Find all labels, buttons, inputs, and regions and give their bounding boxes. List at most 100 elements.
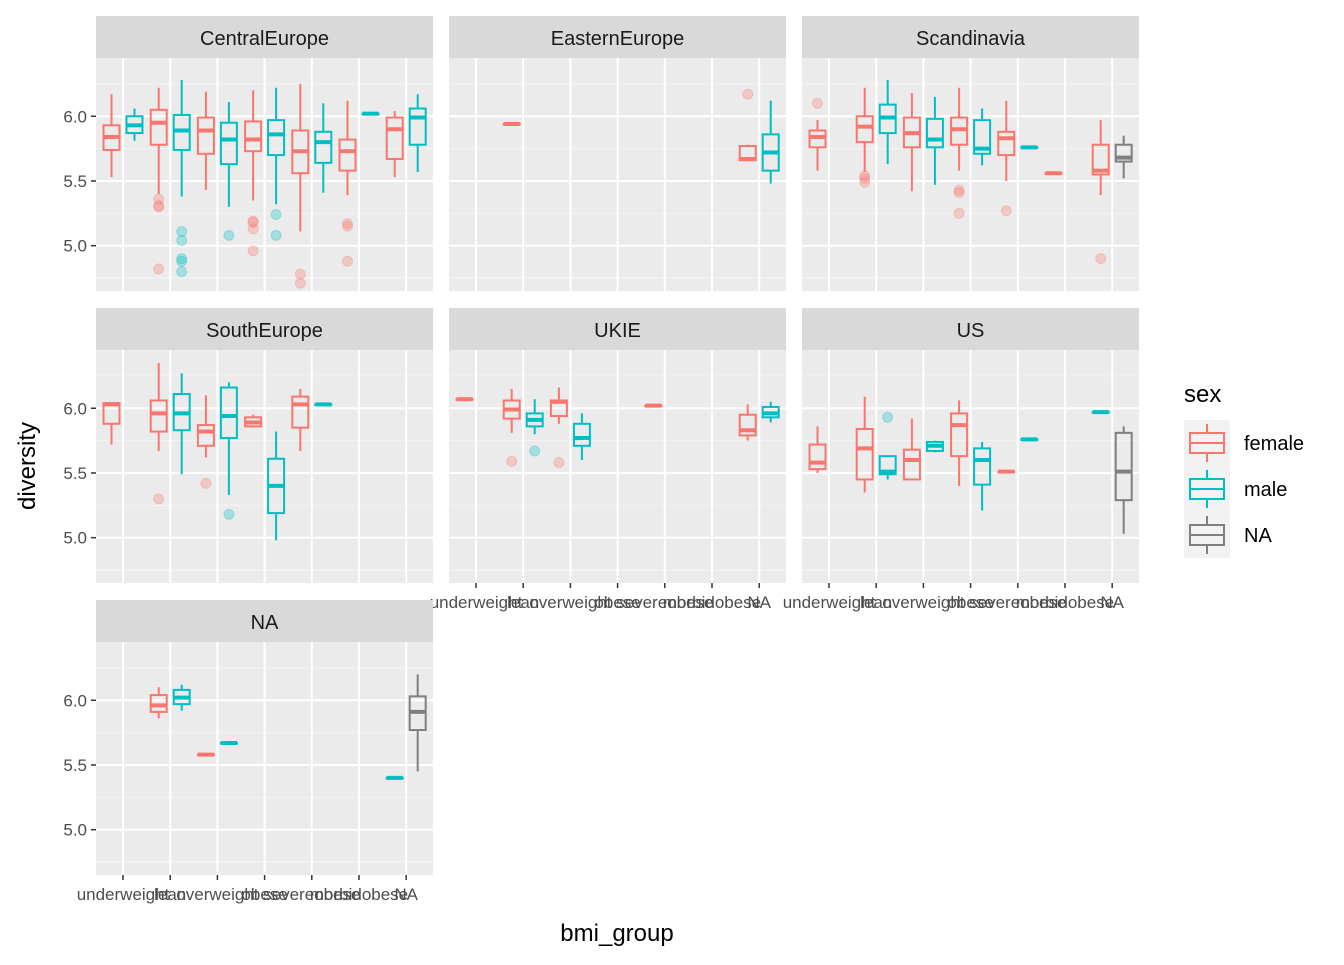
boxplot-obese-male: [267, 431, 286, 541]
boxplot-underweight-female: [102, 402, 121, 445]
box-iqr: [244, 120, 263, 153]
x-tick-label: morbidobese: [1016, 593, 1114, 612]
outlier-point: [294, 277, 306, 289]
boxplot-severeobese-male: [314, 402, 333, 407]
outlier-point: [153, 200, 165, 212]
outlier-point: [953, 187, 965, 199]
boxplot-NA-male: [1091, 410, 1110, 415]
facet-panel-na: NA 5.0 5.5 6.0 underweightleanoverweightobes…: [63, 600, 433, 904]
x-tick-label: lean: [860, 593, 892, 612]
legend-label: NA: [1244, 525, 1272, 547]
boxplot-obese-female: [950, 87, 969, 219]
box-iqr: [219, 386, 238, 440]
x-tick-label: morbidobese: [663, 593, 761, 612]
box-iqr: [219, 121, 238, 166]
boxplot-NA-na: [1114, 426, 1133, 534]
facet-strip: [449, 308, 786, 350]
boxplot-underweight-male: [125, 108, 144, 141]
box-iqr: [855, 427, 874, 481]
legend: sex female male NA: [1184, 381, 1304, 558]
boxplot-obese-female: [244, 90, 263, 257]
x-tick-label: severeobese: [969, 593, 1066, 612]
facet-strip-label: CentralEurope: [200, 28, 329, 50]
boxplot-NA-na: [1114, 135, 1133, 179]
x-tick-label: underweight: [430, 593, 523, 612]
box-iqr: [902, 448, 921, 481]
facet-strip-label: UKIE: [594, 320, 641, 342]
boxplot-lean-female: [855, 396, 874, 493]
outlier-point: [200, 477, 212, 489]
y-tick-label: 5.0: [63, 821, 87, 840]
boxplot-underweight-female: [808, 97, 827, 171]
y-tick-label: 5.5: [63, 756, 87, 775]
boxplot-NA-male: [761, 100, 780, 184]
box-iqr: [149, 399, 168, 433]
boxplot-lean-female: [149, 687, 168, 719]
boxplot-severeobese-female: [291, 388, 310, 451]
outlier-point: [1000, 205, 1012, 217]
legend-title: sex: [1184, 381, 1221, 408]
facet-strip: [449, 16, 786, 58]
x-tick-label: NA: [747, 593, 771, 612]
outlier-point: [270, 229, 282, 241]
boxplot-obese-male: [973, 108, 992, 166]
outlier-point: [270, 209, 282, 221]
outlier-point: [176, 253, 188, 265]
boxplot-severeobese-male: [314, 103, 333, 193]
boxplot-lean-male: [525, 399, 544, 457]
x-tick-label: severeobese: [616, 593, 713, 612]
outlier-point: [953, 184, 965, 196]
x-tick-label: underweight: [783, 593, 876, 612]
x-tick-label: morbidobese: [310, 885, 408, 904]
y-axis-title: diversity: [14, 422, 41, 510]
boxplot-lean-male: [172, 373, 191, 475]
outlier-point: [294, 268, 306, 280]
box-iqr: [1114, 431, 1133, 502]
x-tick-label: overweight: [882, 593, 964, 612]
outlier-point: [176, 235, 188, 247]
x-tick-label: lean: [154, 885, 186, 904]
facet-strip-label: US: [957, 320, 985, 342]
boxplot-lean-female: [502, 122, 521, 127]
boxplot-NA-na: [408, 674, 427, 772]
boxplot-severeobese-female: [997, 100, 1016, 217]
boxplot-morbidobese-female: [338, 100, 357, 267]
boxplot-NA-female: [1091, 120, 1110, 265]
boxplot-severeobese-male: [1020, 145, 1039, 150]
boxplot-lean-male: [878, 80, 897, 165]
boxplot-overweight-male: [219, 382, 238, 520]
boxplot-NA-male: [385, 775, 404, 780]
box-iqr: [973, 119, 992, 155]
outlier-point: [342, 218, 353, 230]
x-tick-label: overweight: [176, 885, 258, 904]
box-iqr: [196, 116, 215, 155]
box-iqr: [1091, 143, 1110, 176]
boxplot-obese-male: [973, 441, 992, 511]
facet-strip-label: EasternEurope: [551, 28, 684, 50]
outlier-point: [953, 207, 965, 219]
outlier-point: [223, 508, 235, 520]
boxplot-overweight-female: [902, 92, 921, 192]
facet-panel-scandinavia: Scandinavia: [802, 16, 1139, 291]
boxplot-NA-female: [738, 88, 757, 162]
box-iqr: [572, 422, 591, 447]
x-tick-label: obese: [241, 885, 287, 904]
box-iqr: [997, 130, 1016, 157]
boxplot-overweight-male: [925, 96, 944, 185]
outlier-point: [859, 172, 871, 184]
boxplot-morbidobese-female: [1044, 171, 1063, 176]
legend-label: male: [1244, 479, 1287, 501]
x-tick-label: underweight: [77, 885, 170, 904]
boxplot-severeobese-female: [997, 469, 1016, 474]
box-iqr: [855, 115, 874, 144]
outlier-point: [153, 493, 165, 505]
facet-panel-southeurope: SouthEurope 5.0 5.5 6.0: [63, 308, 433, 583]
x-tick-label: overweight: [529, 593, 611, 612]
outlier-point: [342, 220, 353, 232]
box-iqr: [338, 138, 357, 172]
boxplot-lean-female: [855, 87, 874, 188]
outlier-point: [247, 245, 259, 257]
outlier-point: [247, 223, 259, 235]
x-tick-label: obese: [594, 593, 640, 612]
